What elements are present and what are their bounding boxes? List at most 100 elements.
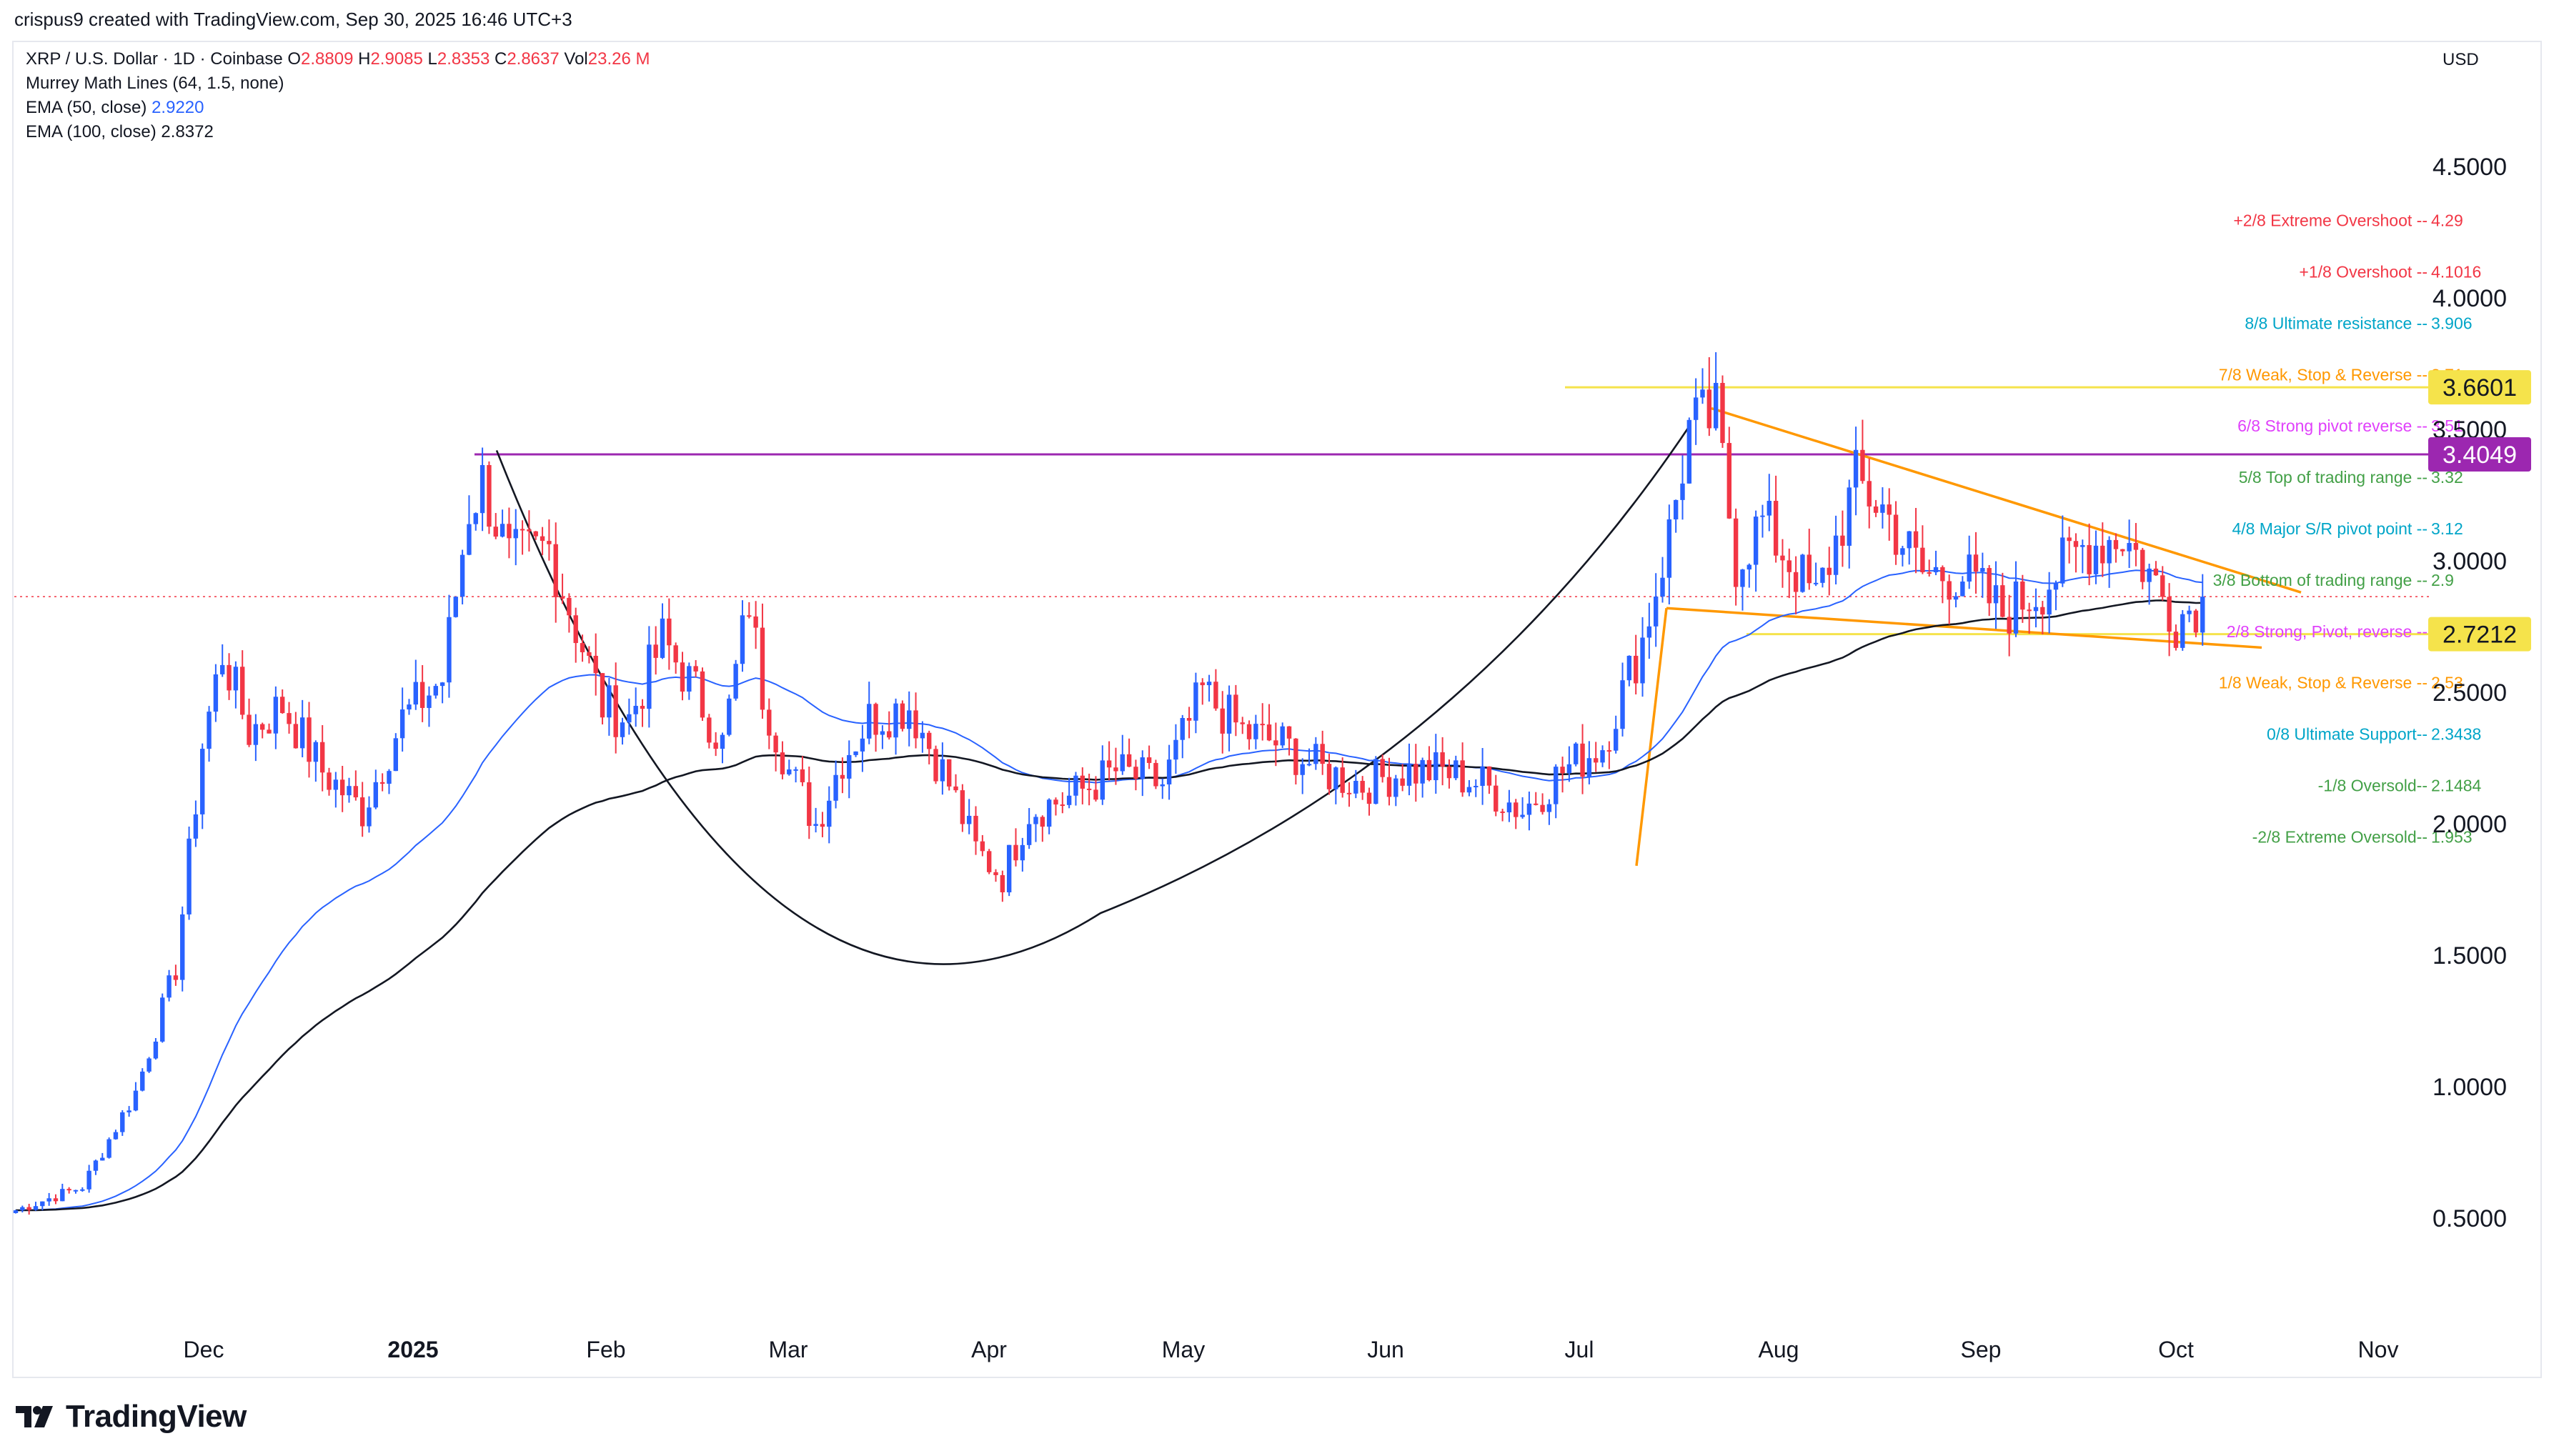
down-candle bbox=[1840, 510, 1845, 567]
candle-body bbox=[513, 529, 518, 539]
candle-body bbox=[1360, 780, 1365, 793]
candle-body bbox=[433, 686, 438, 696]
candle-body bbox=[1967, 554, 1972, 582]
up-candle bbox=[1406, 743, 1412, 796]
candle-body bbox=[413, 682, 418, 705]
legend-murrey-row[interactable]: Murrey Math Lines (64, 1.5, none) bbox=[26, 71, 650, 96]
price-badge-text: 3.6601 bbox=[2443, 374, 2517, 402]
up-candle bbox=[1800, 554, 1805, 593]
candle-body bbox=[600, 673, 605, 718]
candle-body bbox=[853, 751, 858, 755]
currency-label[interactable]: USD bbox=[2443, 50, 2479, 69]
down-candle bbox=[986, 849, 992, 874]
up-candle bbox=[393, 733, 399, 772]
candle-body bbox=[1580, 743, 1585, 777]
candle-body bbox=[1140, 757, 1145, 779]
candle-body bbox=[507, 524, 512, 539]
candle-body bbox=[687, 666, 692, 692]
candle-body bbox=[260, 724, 265, 730]
down-candle bbox=[173, 964, 179, 986]
up-candle bbox=[1566, 746, 1572, 782]
x-axis[interactable]: Dec 2025 Feb Mar Apr May Jun Jul Aug Sep Oct Nov bbox=[184, 1337, 2399, 1362]
down-candle bbox=[1220, 691, 1225, 754]
candle-body bbox=[1273, 740, 1278, 746]
down-candle bbox=[973, 806, 978, 855]
up-candle bbox=[1026, 808, 1032, 849]
candle-body bbox=[379, 782, 385, 784]
candle-body bbox=[1206, 682, 1212, 686]
candle-body bbox=[953, 786, 958, 791]
up-candle bbox=[2093, 530, 2099, 584]
down-candle bbox=[640, 699, 645, 727]
candle-body bbox=[207, 712, 212, 749]
candle-body bbox=[1126, 754, 1132, 767]
candle-body bbox=[1474, 785, 1479, 787]
y-tick-label: 3.0000 bbox=[2433, 548, 2507, 575]
down-candle bbox=[1446, 759, 1452, 789]
candle-body bbox=[1480, 766, 1485, 786]
price-badge-bg bbox=[2428, 617, 2531, 652]
down-candle bbox=[1940, 565, 1945, 604]
candle-body bbox=[2007, 617, 2012, 634]
down-candle bbox=[1594, 742, 1599, 772]
down-candle bbox=[1113, 747, 1118, 785]
down-candle bbox=[1186, 707, 1192, 739]
down-candle bbox=[1720, 375, 1725, 448]
candle-body bbox=[1753, 517, 1759, 565]
candle-body bbox=[227, 664, 232, 691]
up-candle bbox=[133, 1082, 139, 1112]
down-candle bbox=[1233, 684, 1238, 737]
up-candle bbox=[2187, 605, 2192, 622]
candle-body bbox=[40, 1201, 45, 1207]
up-candle bbox=[1760, 504, 1765, 538]
down-candle bbox=[1733, 508, 1739, 606]
candle-body bbox=[500, 524, 505, 537]
up-candle bbox=[1313, 737, 1318, 770]
candle-body bbox=[580, 643, 585, 652]
candle-body bbox=[333, 779, 339, 790]
candle-body bbox=[1620, 680, 1625, 729]
y-axis[interactable]: 4.50004.00003.50003.00002.50002.00001.50… bbox=[2433, 154, 2507, 1232]
candle-body bbox=[1346, 792, 1352, 794]
down-candle bbox=[533, 531, 538, 540]
down-candle bbox=[980, 834, 985, 857]
up-candle bbox=[847, 740, 852, 799]
legend-ema50-row[interactable]: EMA (50, close) 2.9220 bbox=[26, 96, 650, 120]
up-candle bbox=[1746, 563, 1751, 588]
down-candle bbox=[2133, 523, 2139, 567]
down-candle bbox=[1807, 528, 1812, 590]
down-candle bbox=[600, 673, 605, 725]
candle-body bbox=[827, 800, 832, 827]
tradingview-brand[interactable]: TradingView bbox=[16, 1399, 247, 1435]
down-candle bbox=[1913, 507, 1919, 574]
up-candle bbox=[1420, 757, 1425, 798]
down-candle bbox=[773, 732, 778, 772]
up-candle bbox=[2060, 515, 2065, 587]
candle-body bbox=[2153, 568, 2159, 576]
up-candle bbox=[313, 740, 319, 782]
price-badge-text: 2.7212 bbox=[2443, 622, 2517, 649]
up-candle bbox=[40, 1201, 45, 1211]
candle-body bbox=[2100, 545, 2105, 564]
down-candle bbox=[419, 664, 425, 722]
candle-body bbox=[1540, 804, 1545, 812]
up-candle bbox=[1767, 474, 1772, 532]
down-candle bbox=[327, 767, 332, 796]
up-candle bbox=[660, 603, 665, 659]
up-candle bbox=[2033, 588, 2039, 628]
legend-ema100-row[interactable]: EMA (100, close) 2.8372 bbox=[26, 120, 650, 144]
candle-body bbox=[1113, 767, 1118, 772]
candle-body bbox=[1660, 577, 1665, 597]
down-candle bbox=[339, 765, 345, 812]
down-candle bbox=[2167, 583, 2172, 657]
candle-body bbox=[353, 786, 359, 798]
up-candle bbox=[73, 1190, 79, 1194]
up-candle bbox=[467, 495, 472, 556]
symbol-label[interactable]: XRP / U.S. Dollar · 1D · Coinbase bbox=[26, 49, 283, 69]
candle-body bbox=[753, 616, 758, 628]
candle-body bbox=[1494, 785, 1499, 812]
y-tick-label: 2.5000 bbox=[2433, 679, 2507, 707]
candle-body bbox=[727, 698, 732, 735]
up-candle bbox=[860, 724, 865, 772]
